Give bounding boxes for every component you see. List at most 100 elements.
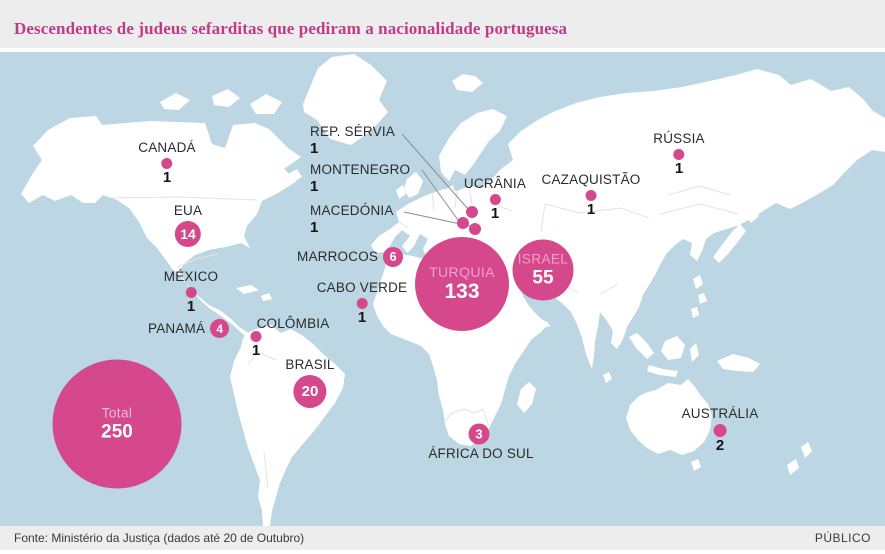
island-japan <box>713 224 746 263</box>
location-dot <box>161 158 173 169</box>
island-new-zealand <box>787 459 799 475</box>
country-value: 133 <box>444 280 480 303</box>
country-value: 1 <box>357 309 367 326</box>
marker-australia: AUSTRÁLIA 2 <box>682 406 759 455</box>
country-label: PANAMÁ <box>148 320 206 336</box>
country-label: CANADÁ <box>138 140 196 155</box>
serbia-location-dot <box>466 206 478 218</box>
location-dot <box>250 331 262 342</box>
country-label: BRASIL <box>285 357 335 372</box>
country-label: REP. SÉRVIA <box>310 124 395 139</box>
country-value: 1 <box>162 169 172 186</box>
country-label: UCRÂNIA <box>463 176 527 191</box>
location-dot <box>489 194 501 205</box>
island-srilanka <box>603 372 612 383</box>
value-bubble: 14 <box>174 221 201 247</box>
marker-cabo-verde: CABO VERDE 1 <box>317 280 408 327</box>
marker-colombia: 1 <box>250 331 262 360</box>
marker-ucrania: UCRÂNIA 1 <box>464 176 526 223</box>
country-value: 1 <box>310 178 319 195</box>
country-value: 1 <box>586 201 596 218</box>
country-label: EUA <box>173 203 203 218</box>
country-label: MÉXICO <box>163 269 219 284</box>
continent-eurasia <box>371 69 885 369</box>
location-dot <box>713 424 727 437</box>
world-map-svg <box>21 54 885 526</box>
total-label: Total <box>101 405 133 420</box>
macedonia-location-dot <box>469 223 481 235</box>
location-dot <box>356 298 368 309</box>
total-value: 250 <box>101 421 133 442</box>
island-new-zealand <box>801 442 812 458</box>
marker-canada: CANADÁ 1 <box>138 140 195 187</box>
marker-colombia-label: COLÔMBIA <box>256 316 330 331</box>
island-sumatra <box>629 333 654 359</box>
marker-brasil: BRASIL 20 <box>285 357 334 408</box>
marker-panama: PANAMÁ 4 <box>148 319 230 338</box>
country-value: 1 <box>186 298 196 315</box>
source-note: Fonte: Ministério da Justiça (dados até … <box>14 531 305 545</box>
island-uk <box>404 172 423 198</box>
country-label: ISRAEL <box>517 251 569 266</box>
marker-macedonia: MACEDÓNIA 1 <box>310 203 394 237</box>
country-value: 55 <box>532 267 554 288</box>
country-value: 3 <box>475 426 483 442</box>
island-borneo <box>661 336 685 360</box>
leader-line-montenegro <box>421 169 459 221</box>
marker-africa-do-sul-label: ÁFRICA DO SUL <box>428 446 534 461</box>
continent-south-america <box>230 325 345 526</box>
country-label: CAZAQUISTÃO <box>541 172 641 187</box>
publico-brand: PÚBLICO <box>814 531 871 545</box>
value-bubble: 20 <box>293 375 327 408</box>
total-bubble: Total 250 <box>52 359 182 489</box>
location-dot <box>585 190 597 201</box>
island-madagascar <box>517 382 536 413</box>
island-philippines <box>691 307 699 318</box>
island-hispaniola <box>261 293 272 301</box>
header: Descendentes de judeus sefarditas que pe… <box>0 0 885 52</box>
leader-line-serbia <box>401 133 469 210</box>
continent-greenland <box>303 54 388 145</box>
region-scandinavia <box>439 109 507 181</box>
marker-mexico: MÉXICO 1 <box>164 269 218 316</box>
arctic-island <box>250 94 282 114</box>
marker-marrocos: MARROCOS 6 <box>297 247 404 267</box>
location-dot <box>185 287 197 298</box>
island-sulawesi <box>690 343 699 362</box>
map-area: CANADÁ 1 EUA 14 MÉXICO 1 PANAMÁ 4 COLÔMB… <box>0 52 885 526</box>
island-ireland <box>396 185 406 199</box>
marker-turquia: TURQUIA 133 <box>415 237 509 331</box>
island-new-guinea <box>717 354 760 372</box>
continent-north-america <box>21 116 301 339</box>
island-philippines <box>693 275 703 289</box>
country-label: MACEDÓNIA <box>310 203 394 218</box>
arctic-island <box>212 89 240 107</box>
country-value: 1 <box>490 205 500 222</box>
page-title: Descendentes de judeus sefarditas que pe… <box>14 19 568 38</box>
footer: Fonte: Ministério da Justiça (dados até … <box>0 526 885 550</box>
marker-israel: ISRAEL 55 <box>512 239 574 301</box>
marker-africa-do-sul-bubble: 3 <box>468 423 490 445</box>
country-label: MARROCOS <box>297 249 379 264</box>
marker-cazaquistao: CAZAQUISTÃO 1 <box>542 172 641 219</box>
country-value: 1 <box>310 219 319 236</box>
value-bubble: 4 <box>210 319 230 338</box>
continent-australia <box>626 379 712 455</box>
island-iceland <box>452 74 483 92</box>
island-tasmania <box>691 459 701 471</box>
island-philippines <box>698 293 707 304</box>
country-value: 1 <box>251 342 261 359</box>
country-label: TURQUIA <box>429 264 495 280</box>
island-hokkaido <box>745 208 759 223</box>
island-cuba <box>236 285 259 294</box>
country-label: RÚSSIA <box>653 131 705 146</box>
value-bubble: 6 <box>383 247 404 267</box>
country-label: AUSTRÁLIA <box>681 406 759 421</box>
arctic-island <box>160 93 190 110</box>
island-java <box>647 365 678 377</box>
country-label: MONTENEGRO <box>310 162 411 177</box>
marker-russia: RÚSSIA 1 <box>653 131 704 178</box>
marker-montenegro: MONTENEGRO 1 <box>310 162 410 196</box>
country-value: 2 <box>715 437 725 454</box>
